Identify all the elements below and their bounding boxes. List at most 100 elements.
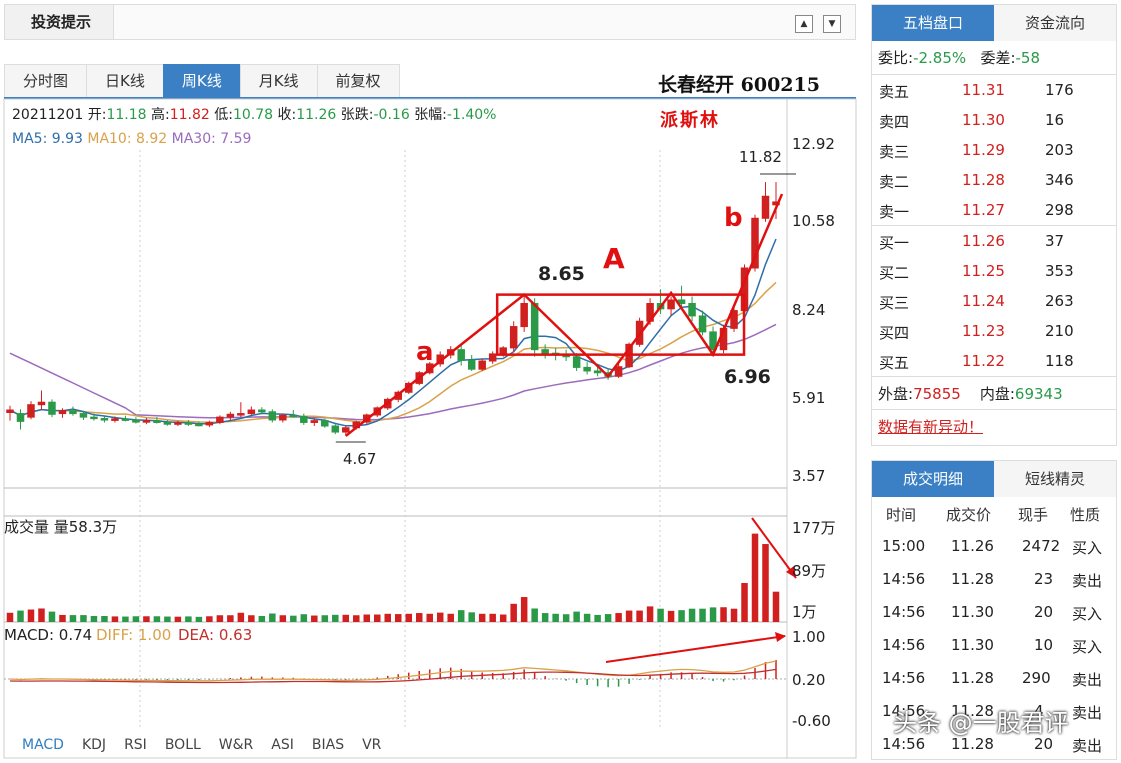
asks-level-label: 卖一	[879, 203, 910, 221]
asks-row[interactable]: 卖三 11.29 203	[872, 135, 1116, 165]
bids-price: 11.23	[962, 322, 1005, 340]
volume-bar	[374, 614, 381, 622]
tab-wr[interactable]: W&R	[218, 737, 254, 753]
price-axis-label: 3.57	[792, 467, 825, 485]
volume-bar	[353, 615, 360, 622]
tab-rsi[interactable]: RSI	[124, 737, 147, 753]
volume-arrow-head	[786, 566, 796, 578]
volume-bar	[111, 616, 119, 622]
diff-label: DIFF: 1.00	[96, 626, 171, 644]
kline-chart[interactable]: 12.92 10.58 8.24 5.91 3.57 成交量 量58.3万 177万 89万 1…	[0, 0, 860, 763]
bids-volume: 37	[1045, 232, 1065, 250]
bids-row[interactable]: 买五 11.22 118	[872, 346, 1116, 376]
wave-a-label: a	[416, 337, 434, 367]
trade-row: 14:56 11.30 20 买入	[872, 596, 1116, 629]
bids-level-label: 买二	[879, 264, 910, 282]
tab-kdj[interactable]: KDJ	[81, 737, 107, 753]
bids-level-label: 买三	[879, 294, 910, 312]
outer-value: 75855	[913, 385, 961, 403]
asks-row[interactable]: 卖一 11.27 298	[872, 195, 1116, 225]
bids-volume: 353	[1045, 262, 1074, 280]
candle-body	[6, 409, 14, 414]
candle-body	[688, 302, 696, 317]
tab-fund-flow[interactable]: 资金流向	[994, 5, 1116, 41]
high-value: 11.82	[169, 107, 210, 123]
trade-price: 11.30	[951, 603, 994, 621]
ma5-value: MA5: 9.93	[12, 131, 83, 147]
volume-bar	[394, 614, 402, 622]
candle-body	[310, 420, 319, 423]
triangle-up-icon[interactable]: ▲	[795, 15, 813, 33]
price-axis-label: 10.58	[792, 212, 835, 230]
trade-header: 时间 成交价 现手 性质	[872, 497, 1116, 530]
asks-row[interactable]: 卖五 11.31 176	[872, 75, 1116, 105]
bids-level-label: 买五	[879, 354, 910, 372]
trade-side: 买入	[1072, 638, 1103, 656]
anomaly-alert-link[interactable]: 数据有新异动！	[878, 418, 984, 436]
tab-weekly-k[interactable]: 周K线	[162, 64, 241, 98]
volume-bar	[720, 607, 727, 622]
trade-price: 11.26	[951, 537, 994, 555]
candle-body	[237, 413, 245, 416]
macd-axis-label: -0.60	[792, 712, 831, 730]
ma-legend: MA5: 9.93 MA10: 8.92 MA30: 7.59	[12, 131, 251, 147]
volume-bar	[615, 613, 622, 622]
asks-volume: 16	[1045, 111, 1065, 129]
price-axis-label: 12.92	[792, 135, 835, 153]
candle-body	[100, 418, 109, 421]
tab-forward-adjust[interactable]: 前复权	[316, 64, 400, 98]
tab-boll[interactable]: BOLL	[164, 737, 201, 753]
bids-row[interactable]: 买二 11.25 353	[872, 256, 1116, 286]
wecha-value: -58	[1015, 49, 1041, 67]
tab-bias[interactable]: BIAS	[311, 737, 345, 753]
asks-row[interactable]: 卖四 11.30 16	[872, 105, 1116, 135]
candle-body	[488, 353, 497, 362]
trade-side: 卖出	[1072, 737, 1103, 755]
trade-row: 14:56 11.28 290 卖出	[872, 662, 1116, 695]
trade-price: 11.28	[951, 570, 994, 588]
tab-trade-detail[interactable]: 成交明细	[872, 461, 994, 497]
bids-row[interactable]: 买三 11.24 263	[872, 286, 1116, 316]
volume-bar	[751, 533, 759, 622]
header-volume: 现手	[1018, 506, 1049, 524]
volume-bar	[625, 610, 633, 622]
asks-price: 11.31	[962, 81, 1005, 99]
volume-bar	[195, 616, 203, 622]
candle-body	[541, 349, 549, 354]
box-A	[495, 293, 746, 356]
volume-bar	[153, 616, 161, 622]
volume-bar	[227, 615, 234, 622]
trade-row: 14:56 11.28 20 卖出	[872, 728, 1116, 759]
stock-title: 长春经开 600215	[658, 70, 820, 97]
candle-body	[153, 420, 161, 423]
tab-short-term-sprite[interactable]: 短线精灵	[994, 461, 1116, 497]
volume-bar	[363, 614, 371, 622]
candle-body	[509, 326, 518, 349]
tab-asi[interactable]: ASI	[271, 737, 294, 753]
close-label: 收:	[277, 107, 297, 123]
bids-row[interactable]: 买四 11.23 210	[872, 316, 1116, 346]
low-value: 10.78	[232, 107, 274, 123]
trade-side: 卖出	[1072, 704, 1103, 722]
bids-price: 11.24	[962, 292, 1005, 310]
tab-order-book[interactable]: 五档盘口	[872, 5, 994, 41]
stock-name: 长春经开	[658, 74, 735, 96]
triangle-down-icon[interactable]: ▼	[823, 15, 841, 33]
tab-daily-k[interactable]: 日K线	[86, 64, 164, 98]
tab-intraday[interactable]: 分时图	[4, 64, 88, 98]
order-book-panel: 五档盘口 资金流向 委比:-2.85% 委差:-58 卖五 11.31 176 …	[871, 4, 1117, 446]
diff-line	[9, 660, 777, 682]
bids-row[interactable]: 买一 11.26 37	[872, 226, 1116, 256]
commission-ratio-row: 委比:-2.85% 委差:-58	[872, 41, 1116, 75]
candle-body	[751, 217, 759, 269]
tab-macd[interactable]: MACD	[22, 737, 64, 753]
tab-vr[interactable]: VR	[362, 737, 382, 753]
trade-time: 14:56	[882, 603, 926, 621]
volume-bar	[69, 615, 77, 622]
volume-bar	[688, 608, 696, 622]
trade-row: 14:56 11.28 23 卖出	[872, 563, 1116, 596]
asks-row[interactable]: 卖二 11.28 346	[872, 165, 1116, 195]
tab-monthly-k[interactable]: 月K线	[239, 64, 318, 98]
candle-body	[572, 356, 581, 368]
volume-bar	[604, 614, 612, 622]
